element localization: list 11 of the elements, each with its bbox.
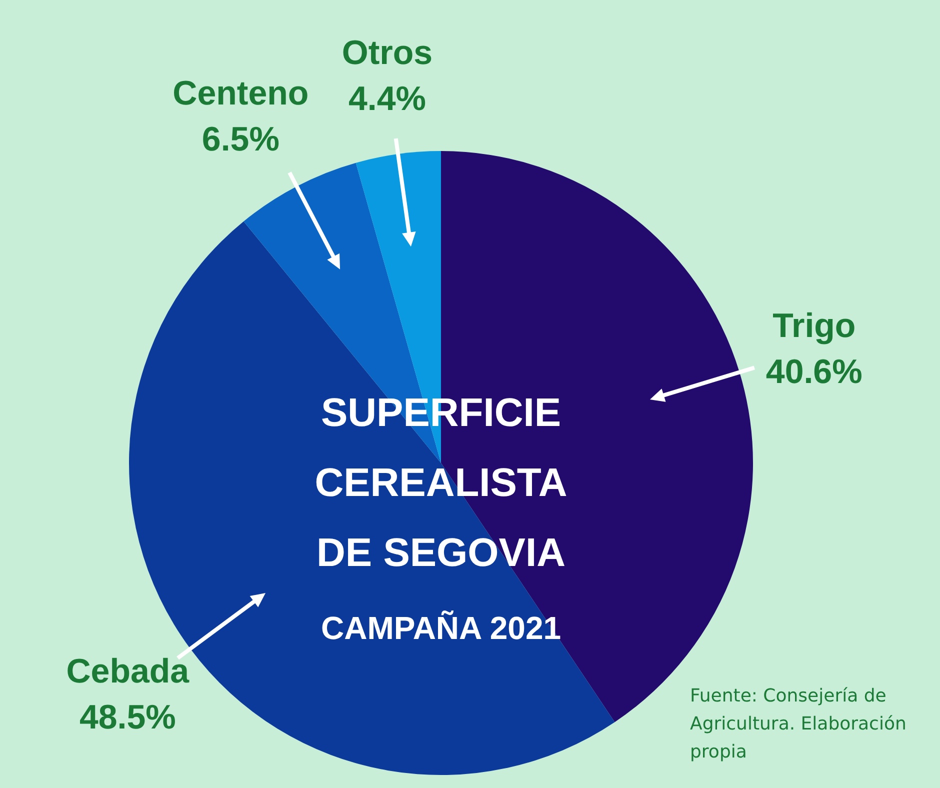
slice-label: Trigo (772, 306, 856, 345)
data-label: 4.4% (348, 80, 426, 118)
data-label: 48.5% (79, 698, 176, 737)
slice-label: Cebada (66, 652, 190, 691)
text: SUPERFICIE CEREALISTA DE SEGOVIA (314, 390, 568, 577)
data-label: 40.6% (766, 352, 862, 391)
slice-label: Otros (342, 34, 433, 72)
data-label: 6.5% (202, 120, 280, 159)
source-note: Fuente: Consejería de Agricultura. Elaboración propia (690, 686, 906, 763)
text: CAMPAÑA 2021 (320, 610, 562, 647)
slice-label: Centeno (172, 74, 309, 113)
